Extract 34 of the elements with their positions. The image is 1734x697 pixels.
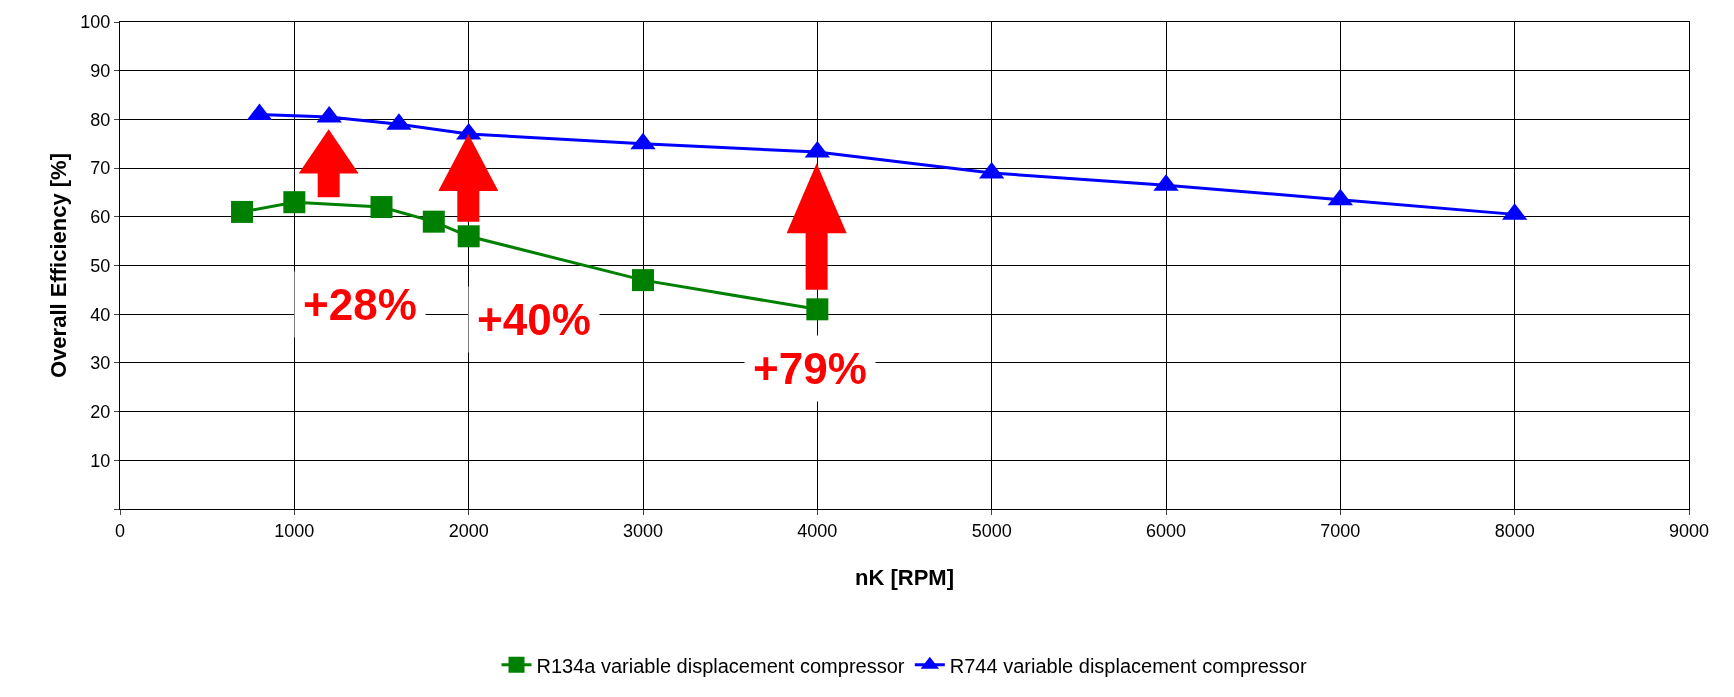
legend-label: R134a variable displacement compressor [536, 654, 905, 677]
point [806, 298, 829, 321]
y-tick-label: 80 [90, 109, 111, 130]
annotation: +79% [753, 344, 867, 393]
y-tick-label: 60 [90, 207, 111, 228]
point [632, 269, 654, 292]
legend-label: R744 variable displacement compressor [949, 654, 1307, 677]
point [457, 225, 480, 248]
y-tick-label: 10 [90, 450, 111, 471]
point [231, 200, 254, 223]
y-tick-label: 100 [80, 12, 111, 33]
y-axis-title: Overall Efficiency [%] [46, 153, 71, 378]
x-tick-label: 7000 [1320, 520, 1361, 541]
x-tick-label: 6000 [1145, 520, 1187, 541]
point [370, 196, 393, 219]
point [283, 191, 306, 214]
x-tick-label: 8000 [1494, 520, 1535, 541]
y-tick-label: 50 [90, 255, 111, 276]
point [422, 210, 445, 233]
x-tick-label: 2000 [448, 520, 489, 541]
x-tick-label: 4000 [797, 520, 838, 541]
x-tick-label: 0 [114, 520, 126, 541]
annotation: +28% [303, 280, 417, 329]
annotation: +40% [477, 295, 591, 344]
y-tick-label: 70 [90, 158, 111, 179]
x-axis-title: nK [RPM] [855, 565, 954, 590]
y-tick-label: 90 [90, 61, 111, 81]
y-tick-label: 20 [90, 401, 111, 422]
y-tick-label: 40 [90, 304, 111, 325]
x-tick-label: 1000 [274, 520, 315, 541]
x-tick-label: 3000 [622, 520, 664, 541]
x-tick-label: 9000 [1668, 520, 1710, 541]
x-tick-label: 5000 [971, 520, 1012, 541]
y-tick-label: 30 [90, 353, 111, 374]
